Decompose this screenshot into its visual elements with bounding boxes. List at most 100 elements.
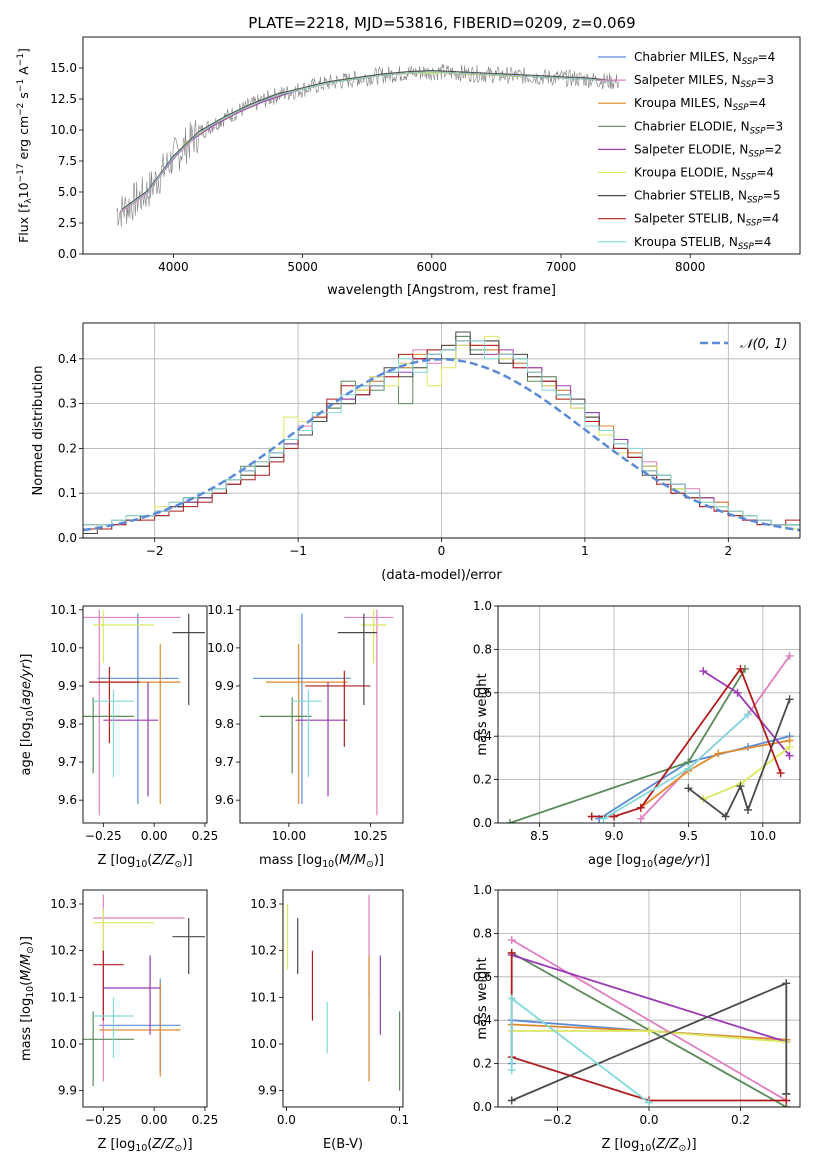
label-part: Z [log	[97, 1137, 135, 1152]
x-tick-label: 10.25	[353, 829, 387, 843]
label-part: Flux [f	[16, 203, 31, 243]
label-part: (	[651, 1137, 656, 1152]
weight-marker	[785, 651, 794, 660]
y-tick-label: 0.6	[473, 686, 492, 700]
label-part: Z [log	[97, 853, 135, 868]
weight-marker	[699, 667, 708, 676]
y-tick-label: 9.9	[258, 1084, 277, 1098]
weight-marker	[736, 782, 745, 791]
weight-marker	[785, 743, 794, 752]
label-part: Kroupa MILES, N	[634, 96, 733, 110]
axes-frame	[82, 322, 801, 539]
weight-marker	[785, 695, 794, 704]
label-part: −1	[16, 79, 26, 92]
label-part: M/M	[19, 954, 34, 981]
model-line-0	[121, 71, 613, 212]
y-tick-label: 9.6	[215, 793, 234, 807]
weight-marker	[507, 1096, 516, 1105]
label-part: SSP	[750, 126, 767, 136]
y-tick-label: 10.0	[207, 641, 234, 655]
label-part: SSP	[748, 149, 765, 159]
label-part: age [log	[19, 722, 34, 775]
axes-frame	[82, 889, 208, 1108]
y-axis-label: mass weight	[475, 957, 490, 1039]
label-part: Chabrier STELIB, N	[634, 189, 747, 203]
x-axis-label: Z [log10(Z/Z⊙)]	[601, 1137, 696, 1154]
y-tick-label: 0.4	[58, 352, 77, 366]
label-part: −2	[16, 103, 26, 116]
mass_vs_EBV-panel: 0.0 0.1 9.9 10.0 10.1 10.2 10.3 E(B-V)	[250, 889, 409, 1152]
legend-label-7: Salpeter STELIB, NSSP=4	[634, 212, 779, 229]
x-tick-label: 6000	[417, 260, 448, 274]
legend-label-8: Kroupa STELIB, NSSP=4	[634, 235, 771, 252]
y-tick-label: 9.7	[58, 755, 77, 769]
y-tick-label: 10.1	[207, 603, 234, 617]
histogram-8	[83, 340, 800, 538]
weight-marker	[684, 784, 693, 793]
label-part: mass [log	[259, 853, 322, 868]
legend-label-0: Chabrier MILES, NSSP=4	[634, 50, 775, 67]
x-tick-label: 9.5	[679, 829, 698, 843]
y-tick-label: 1.0	[473, 883, 492, 897]
error-bars	[253, 609, 394, 816]
label-part: ⊙	[679, 1143, 687, 1154]
label-part: 10	[641, 859, 653, 870]
x-tick-label: −0.2	[543, 1113, 572, 1127]
weight-marker	[743, 805, 752, 814]
x-tick-label: 0.1	[390, 1113, 409, 1127]
label-part: (	[147, 853, 152, 868]
x-tick-label: 0	[438, 544, 446, 558]
label-part: =2	[764, 142, 782, 156]
label-part: )]	[19, 936, 34, 946]
error-bars	[286, 894, 401, 1091]
age_vs_mass-panel: 10.00 10.25 9.6 9.7 9.8 9.9 10.0 10.1 mass [log1…	[207, 603, 404, 870]
y-axis-label: Flux [fλ10−17 erg cm−2 s−1 A−1]	[16, 48, 34, 243]
label-part: =4	[758, 50, 776, 64]
weight-line-2	[640, 739, 790, 809]
label-part: ⊙	[25, 946, 36, 954]
label-part: )]	[19, 653, 34, 663]
legend-label-5: Kroupa ELODIE, NSSP=4	[634, 166, 774, 183]
weight-marker	[733, 688, 742, 697]
label-part: (	[19, 705, 34, 710]
weight-marker	[743, 710, 752, 719]
y-tick-label: 10.1	[50, 603, 77, 617]
y-tick-label: 9.8	[58, 717, 77, 731]
weight-marker	[636, 814, 645, 823]
age_vs_Z-panel: −0.25 0.00 0.259.69.79.89.910.010.1Z [log1…	[19, 603, 218, 870]
error-bars	[83, 609, 205, 816]
weight-marker	[721, 812, 730, 821]
y-tick-label: 0.4	[473, 1013, 492, 1027]
x-tick-label: −1	[289, 544, 307, 558]
weight_vs_age-panel: 8.5 9.0 9.5 10.0 0.0 0.2 0.4 0.6 0.8 1.0 mass weig…	[473, 599, 801, 870]
x-axis-label: wavelength [Angstrom, rest frame]	[327, 283, 556, 298]
weight-marker	[587, 812, 596, 821]
label-part: 10	[25, 710, 36, 722]
weight_vs_Z-panel: −0.2 0.0 0.2 0.0 0.2 0.4 0.6 0.8 1.0 mass weight Z…	[473, 883, 801, 1154]
weight-marker	[599, 814, 608, 823]
legend-label-4: Salpeter ELODIE, NSSP=2	[634, 142, 782, 159]
y-tick-label: 0.0	[58, 531, 77, 545]
label-part: Z/Z	[151, 853, 175, 868]
label-part: 10	[135, 859, 147, 870]
legend-label-3: Chabrier ELODIE, NSSP=3	[634, 119, 783, 136]
histogram-7	[83, 340, 800, 538]
y-tick-label: 0.4	[473, 729, 492, 743]
label-part: SSP	[741, 173, 758, 183]
label-part: SSP	[747, 196, 764, 206]
x-axis-label: Z [log10(Z/Z⊙)]	[97, 1137, 192, 1154]
weight-line-7	[591, 667, 782, 818]
model-line-8	[121, 71, 613, 212]
legend-label-normal: 𝒩(0, 1)	[740, 337, 787, 352]
y-tick-label: 10.2	[250, 944, 277, 958]
label-part: SSP	[742, 57, 759, 67]
legend-label-2: Kroupa MILES, NSSP=4	[634, 96, 766, 113]
x-tick-label: 8.5	[530, 829, 549, 843]
y-tick-label: 9.8	[215, 717, 234, 731]
y-tick-label: 0.6	[473, 970, 492, 984]
y-tick-label: 9.7	[215, 755, 234, 769]
y-tick-label: 10.3	[50, 897, 77, 911]
label-part: λ	[24, 198, 34, 204]
label-part: 10	[639, 1143, 651, 1154]
label-part: (	[19, 981, 34, 986]
